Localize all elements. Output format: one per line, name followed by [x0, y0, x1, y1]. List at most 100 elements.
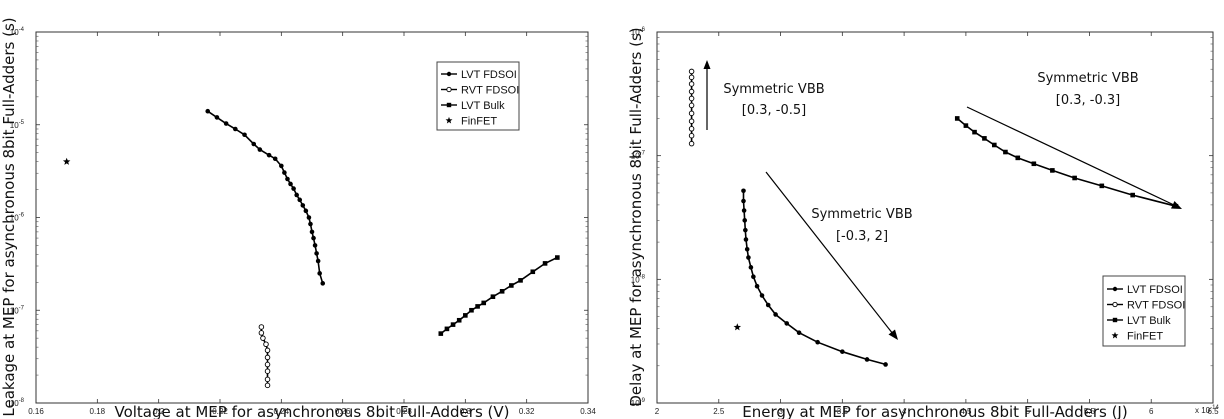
legend-label: LVT Bulk: [461, 100, 505, 112]
right-xtick-label: 5.5: [1084, 407, 1096, 416]
left-ytick-label: 10-7: [10, 305, 25, 315]
legend-marker: [1112, 286, 1118, 292]
annotation-vbb-bulk-arrow: [966, 106, 1175, 206]
right-legend: LVT FDSOI RVT FDSOI LVT Bulk FinFET: [1102, 275, 1186, 347]
legend-marker: [1112, 301, 1118, 308]
right-ytick-label: 10-8: [631, 274, 646, 284]
left-point-lvt-bulk: [481, 300, 487, 306]
left-point-finfet: [62, 157, 71, 165]
right-point-lvt-bulk: [1015, 155, 1021, 161]
right-point-lvt-fdsoi: [815, 339, 820, 345]
left-point-lvt-bulk: [438, 331, 444, 336]
annotation-vbb-rvt-line2: [0.3, -0.5]: [742, 103, 806, 118]
right-point-rvt-fdsoi: [688, 81, 695, 87]
left-point-lvt-fdsoi: [294, 192, 299, 198]
right-point-rvt-fdsoi: [688, 102, 695, 109]
right-ytick-label: 10-9: [631, 398, 646, 408]
left-point-rvt-fdsoi: [263, 341, 269, 347]
left-series-lvt-bulk: [438, 255, 560, 336]
left-point-lvt-fdsoi: [315, 258, 321, 264]
right-point-lvt-fdsoi: [748, 265, 754, 270]
legend-entry-finfet: FinFET: [1111, 331, 1163, 343]
left-xtick-label: 0.34: [580, 407, 596, 416]
left-point-lvt-fdsoi: [242, 132, 247, 138]
right-xtick-label: 6.5: [1207, 407, 1219, 416]
left-point-rvt-fdsoi: [264, 376, 271, 383]
legend-entry-rvt-fdsoi: RVT FDSOI: [441, 85, 519, 97]
right-xtick-label: 2.5: [713, 407, 725, 416]
left-xtick-label: 0.16: [28, 407, 44, 416]
right-point-lvt-fdsoi: [773, 312, 778, 317]
left-point-lvt-bulk: [450, 322, 456, 327]
legend-label: LVT FDSOI: [461, 69, 517, 81]
left-xtick-label: 0.24: [274, 407, 290, 416]
right-point-lvt-fdsoi: [796, 330, 802, 336]
annotation-vbb-lvt-line1: Symmetric VBB: [811, 207, 912, 222]
right-x-axis-label: Energy at MEP for asynchronous 8bit Full…: [742, 403, 1127, 419]
left-point-lvt-fdsoi: [303, 208, 309, 214]
left-point-rvt-fdsoi: [264, 361, 271, 368]
legend-entry-rvt-fdsoi: RVT FDSOI: [1107, 300, 1185, 312]
left-point-lvt-bulk: [509, 283, 514, 288]
left-point-lvt-fdsoi: [282, 170, 287, 175]
right-series-lvt-fdsoi: [741, 188, 888, 367]
right-point-lvt-fdsoi: [746, 255, 751, 260]
annotation-vbb-bulk-line2: [0.3, -0.3]: [1056, 93, 1120, 108]
right-point-lvt-fdsoi: [751, 274, 756, 280]
legend-entry-finfet: FinFET: [445, 116, 497, 128]
right-y-axis-label: Delay at MEP for asynchronous 8bit Full-…: [627, 27, 645, 406]
left-point-rvt-fdsoi: [264, 347, 271, 354]
left-xtick-label: 0.18: [90, 407, 106, 416]
annotation-vbb-rvt-line1: Symmetric VBB: [723, 82, 824, 97]
right-point-lvt-bulk: [1003, 149, 1008, 155]
left-point-lvt-fdsoi: [306, 215, 312, 220]
left-point-lvt-fdsoi: [285, 176, 290, 182]
right-point-lvt-fdsoi: [741, 208, 747, 213]
left-point-rvt-fdsoi: [258, 324, 265, 330]
right-point-lvt-fdsoi: [754, 283, 760, 289]
right-point-lvt-fdsoi: [743, 237, 749, 242]
right-point-lvt-fdsoi: [864, 357, 870, 362]
right-point-lvt-bulk: [982, 136, 987, 141]
left-y-axis-label: Leakage at MEP for asynchronous 8bit Ful…: [0, 17, 18, 416]
left-series-rvt-fdsoi: [258, 324, 271, 389]
left-point-lvt-bulk: [456, 317, 462, 323]
right-point-rvt-fdsoi: [688, 88, 695, 95]
left-xtick-label: 0.26: [335, 407, 351, 416]
right-point-lvt-fdsoi: [742, 218, 748, 223]
right-point-rvt-fdsoi: [688, 68, 695, 75]
left-point-lvt-fdsoi: [279, 163, 284, 169]
right-xtick-label: 3: [778, 407, 783, 416]
left-x-axis-label: Voltage at MEP for asynchronous 8bit Ful…: [114, 403, 509, 419]
left-series-lvt-fdsoi: [205, 108, 326, 286]
legend-label: FinFET: [1127, 331, 1163, 343]
left-xtick-label: 0.2: [153, 407, 165, 416]
left-point-lvt-fdsoi: [309, 229, 315, 235]
left-point-lvt-fdsoi: [266, 152, 272, 158]
annotation-vbb-lvt-arrow: [765, 171, 894, 335]
right-series-rvt-fdsoi: [688, 68, 695, 147]
left-point-rvt-fdsoi: [260, 335, 266, 341]
left-point-rvt-fdsoi: [258, 330, 265, 336]
left-point-lvt-bulk: [518, 278, 523, 283]
legend-entry-lvt-fdsoi: LVT FDSOI: [1107, 284, 1183, 296]
right-point-rvt-fdsoi: [688, 140, 695, 147]
legend-entry-lvt-bulk: LVT Bulk: [1107, 315, 1171, 327]
left-point-lvt-bulk: [530, 269, 536, 275]
right-xtick-label: 4.5: [960, 407, 972, 416]
right-point-lvt-fdsoi: [743, 227, 748, 233]
left-xtick-label: 0.32: [519, 407, 535, 416]
left-ytick-label: 10-8: [10, 398, 25, 408]
annotation-vbb-lvt-line2: [-0.3, 2]: [836, 229, 888, 244]
right-point-rvt-fdsoi: [688, 95, 695, 102]
right-point-rvt-fdsoi: [688, 132, 695, 139]
right-point-lvt-fdsoi: [741, 198, 746, 204]
annotation-vbb-bulk-arrowhead: [1171, 201, 1182, 209]
left-xtick-label: 0.22: [212, 407, 228, 416]
annotation-vbb-bulk-line1: Symmetric VBB: [1037, 71, 1138, 86]
left-series-finfet: [62, 157, 71, 165]
left-point-lvt-bulk: [475, 304, 480, 309]
right-xtick-label: 5: [1025, 407, 1030, 416]
right-series-finfet: [733, 323, 742, 331]
left-point-lvt-fdsoi: [297, 197, 303, 203]
